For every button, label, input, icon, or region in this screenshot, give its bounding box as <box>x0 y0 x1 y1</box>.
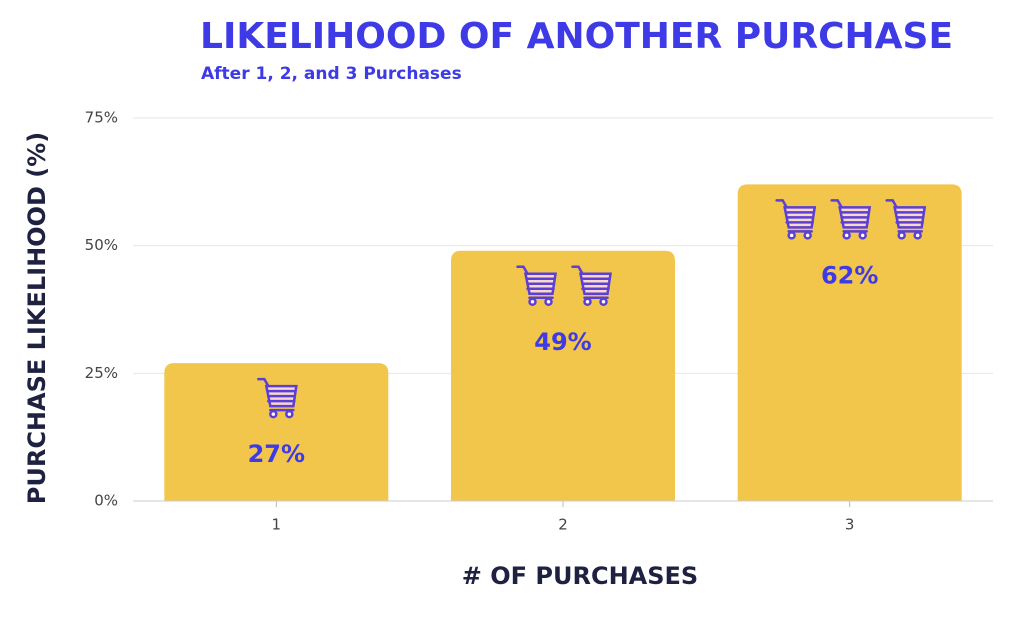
cart-icon <box>885 199 927 240</box>
y-tick-label: 25% <box>85 364 118 382</box>
cart-handle <box>830 199 843 209</box>
cart-wheel <box>583 297 592 307</box>
bar <box>451 250 675 501</box>
cart-wheel <box>803 231 812 240</box>
cart-handle <box>516 265 529 276</box>
cart-wheel <box>599 297 608 307</box>
cart-icon <box>830 199 872 240</box>
cart-icon <box>775 199 817 240</box>
cart-wheel <box>544 297 553 307</box>
cart-wheel <box>897 231 906 240</box>
chart-title: LIKELIHOOD OF ANOTHER PURCHASE <box>200 16 953 57</box>
x-axis-title: # OF PURCHASES <box>462 562 698 590</box>
cart-icon <box>571 265 612 307</box>
x-tick-label: 2 <box>558 516 568 534</box>
data-label: 27% <box>248 440 305 468</box>
cart-handle <box>885 199 898 209</box>
cart-wheel <box>787 231 796 240</box>
y-tick-label: 0% <box>94 492 118 510</box>
x-tick-label: 3 <box>845 516 855 534</box>
cart-wheel <box>269 409 278 419</box>
y-tick-label: 50% <box>85 236 118 254</box>
cart-wheel <box>528 297 537 307</box>
y-axis-title: PURCHASE LIKELIHOOD (%) <box>23 132 51 504</box>
cart-wheel <box>842 231 851 240</box>
bar <box>164 363 389 501</box>
cart-handle <box>571 265 584 276</box>
cart-wheel <box>858 231 867 240</box>
bar <box>737 184 962 502</box>
x-tick-label: 1 <box>272 516 282 534</box>
cart-handle <box>257 377 270 388</box>
cart-wheel <box>913 231 922 240</box>
cart-handle <box>775 199 788 209</box>
data-label: 49% <box>534 328 591 356</box>
cart-icon <box>516 265 557 307</box>
chart-subtitle: After 1, 2, and 3 Purchases <box>201 64 462 84</box>
data-label: 62% <box>821 261 878 289</box>
y-tick-label: 75% <box>85 109 118 127</box>
cart-icon <box>257 377 298 419</box>
cart-wheel <box>285 409 294 419</box>
